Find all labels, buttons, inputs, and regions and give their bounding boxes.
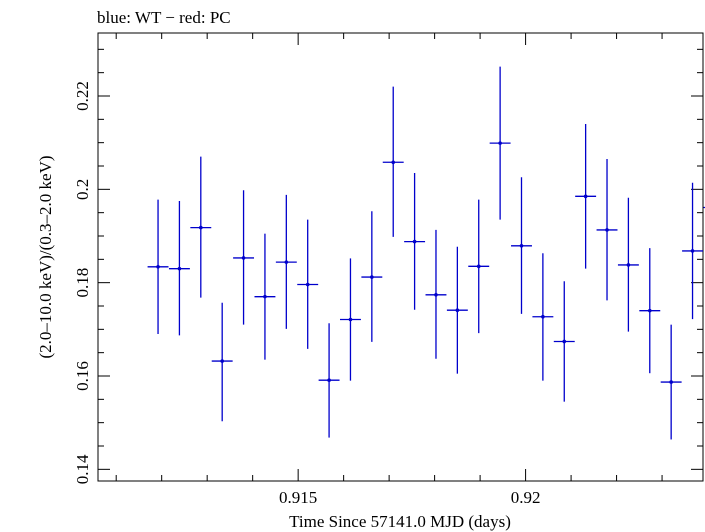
point-marker — [348, 317, 353, 322]
y-tick-label: 0.22 — [73, 81, 92, 111]
y-tick-label: 0.18 — [73, 268, 92, 298]
data-point — [660, 324, 682, 440]
data-point — [168, 201, 190, 336]
plot-frame — [97, 32, 704, 482]
data-point — [254, 233, 276, 360]
data-point — [382, 86, 404, 237]
data-point — [233, 190, 255, 325]
data-point — [489, 66, 511, 220]
data-point — [639, 248, 661, 374]
data-point — [404, 173, 426, 310]
point-marker — [455, 308, 460, 313]
point-marker — [327, 378, 331, 383]
y-tick-label: 0.16 — [73, 361, 92, 391]
point-marker — [583, 194, 588, 199]
point-marker — [626, 263, 631, 267]
point-marker — [541, 314, 545, 319]
data-point — [318, 323, 340, 438]
data-point — [446, 246, 468, 374]
y-axis-label: (2.0–10.0 keV)/(0.3–2.0 keV) — [36, 155, 55, 358]
data-point — [190, 156, 212, 298]
data-point — [297, 219, 319, 349]
data-point — [575, 124, 597, 269]
point-marker — [284, 260, 289, 264]
y-axis: 0.14 0.16 0.18 0.2 0.22 — [73, 48, 703, 484]
point-marker — [370, 275, 374, 279]
y-tick-label: 0.2 — [73, 179, 92, 200]
data-point — [340, 258, 361, 381]
point-marker — [391, 160, 396, 165]
point-marker — [519, 244, 524, 248]
data-point — [617, 197, 639, 332]
data-point — [211, 302, 233, 422]
data-point — [275, 194, 297, 329]
point-marker — [241, 256, 246, 260]
point-marker — [498, 141, 502, 145]
point-marker — [434, 293, 438, 297]
point-marker — [199, 225, 203, 230]
data-point — [468, 199, 490, 334]
data-series — [147, 66, 705, 440]
x-axis-label: Time Since 57141.0 MJD (days) — [289, 512, 511, 531]
data-point — [511, 177, 532, 314]
point-marker — [476, 264, 481, 269]
chart-title: blue: WT − red: PC — [97, 8, 231, 27]
data-point — [532, 253, 554, 381]
point-marker — [412, 239, 417, 244]
point-marker — [156, 265, 160, 269]
data-point — [553, 281, 575, 402]
data-point — [425, 229, 447, 359]
point-marker — [690, 249, 695, 253]
x-tick-label: 0.92 — [511, 488, 541, 507]
point-marker — [305, 282, 310, 287]
point-marker — [669, 380, 673, 384]
point-marker — [177, 266, 182, 271]
data-point — [361, 211, 383, 342]
data-point — [682, 182, 703, 320]
point-marker — [605, 228, 609, 232]
x-axis: 0.915 0.92 — [115, 33, 663, 507]
point-marker — [562, 339, 567, 344]
x-tick-label: 0.915 — [279, 488, 317, 507]
data-point — [147, 199, 169, 334]
point-marker — [220, 359, 224, 363]
point-marker — [263, 294, 267, 299]
point-marker — [647, 308, 652, 313]
data-point — [596, 159, 618, 301]
y-tick-label: 0.14 — [73, 454, 92, 484]
